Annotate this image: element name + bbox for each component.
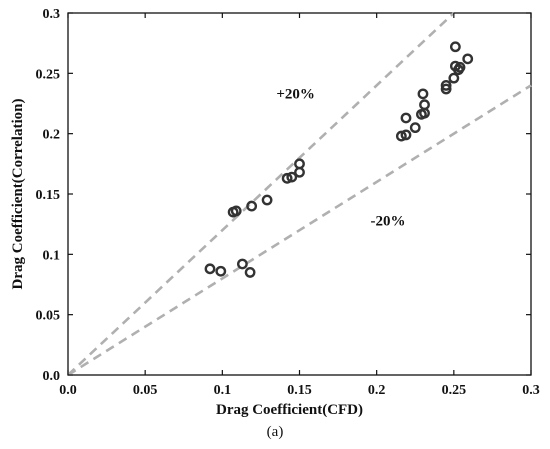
data-point [419, 99, 430, 111]
data-point [400, 129, 412, 141]
y-axis-ticks: 0.0 0.05 0.1 0.15 0.2 0.25 0.3 [36, 7, 531, 384]
reference-lines [67, 12, 532, 377]
reference-line-plus-20 [67, 12, 455, 376]
data-point [462, 53, 474, 65]
figure-caption: (a) [266, 424, 284, 440]
data-point [236, 258, 248, 270]
data-point [244, 267, 256, 278]
y-axis-label: Drag Coefficient(Correlation) [10, 99, 26, 290]
data-point [294, 158, 305, 170]
data-point [448, 72, 460, 84]
data-point [440, 80, 452, 91]
scatter-chart: 0.0 0.05 0.1 0.15 0.2 0.25 0.3 0.00.050.10.150… [10, 7, 540, 418]
x-tick-label: 0.3 [522, 383, 540, 398]
data-point [449, 41, 461, 53]
y-tick-label: 0.3 [43, 7, 61, 22]
data-point [294, 166, 305, 178]
y-tick-label: 0.15 [36, 188, 61, 203]
data-point [454, 61, 466, 73]
y-tick-label: 0.1 [43, 248, 61, 263]
data-point [395, 130, 407, 142]
data-point [261, 194, 273, 206]
data-point [440, 83, 452, 95]
data-point [204, 263, 216, 275]
annotation-plus-20: +20% [276, 87, 315, 103]
data-point [417, 88, 429, 100]
data-points [204, 41, 474, 278]
x-tick-label: 0.05 [133, 383, 158, 398]
annotation-minus-20: -20% [370, 213, 405, 229]
data-point [409, 122, 421, 134]
x-tick-label: 0.1 [214, 383, 232, 398]
x-tick-label: 0.2 [368, 383, 386, 398]
x-axis-ticks: 0.0 0.05 0.1 0.15 0.2 0.25 0.3 [59, 13, 540, 398]
data-point [286, 171, 298, 183]
x-tick-label: 0.25 [442, 383, 467, 398]
data-point [419, 107, 430, 119]
y-tick-label: 0.2 [43, 128, 61, 143]
x-tick-label: 0.15 [287, 383, 312, 398]
y-tick-label: 0.25 [36, 67, 61, 82]
y-tick-label: 0.0 [43, 369, 61, 384]
data-point [400, 112, 412, 124]
y-tick-label: 0.05 [36, 309, 61, 324]
reference-line-minus-20 [67, 84, 532, 377]
x-tick-label: 0.0 [59, 383, 77, 398]
data-point [230, 205, 242, 217]
data-point [246, 200, 258, 212]
x-axis-label: Drag Coefficient(CFD) [216, 402, 363, 418]
data-point [281, 172, 293, 184]
data-point [215, 265, 227, 277]
